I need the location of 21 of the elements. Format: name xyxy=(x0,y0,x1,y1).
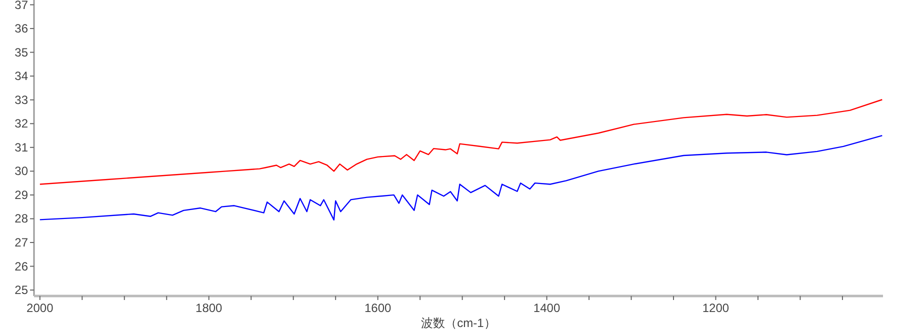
line-series xyxy=(39,99,883,185)
x-tick-label: 1200 xyxy=(702,301,730,315)
x-axis-title: 波数（cm-1） xyxy=(421,316,496,330)
y-tick-label: 30 xyxy=(14,164,28,178)
y-tick-label: 34 xyxy=(14,69,28,84)
y-tick-label: 26 xyxy=(14,259,28,274)
y-tick-label: 27 xyxy=(14,236,28,250)
x-tick-label: 2000 xyxy=(26,301,54,315)
y-tick-label: 36 xyxy=(14,22,28,36)
y-tick-label: 37 xyxy=(14,0,28,12)
y-tick-label: 29 xyxy=(14,188,28,202)
x-tick-label: 1600 xyxy=(364,301,392,315)
y-tick-label: 31 xyxy=(14,140,28,154)
x-tick-label: 1400 xyxy=(533,301,560,315)
y-tick-label: 28 xyxy=(14,212,28,226)
line-series xyxy=(39,134,883,221)
y-tick-label: 35 xyxy=(14,45,28,60)
y-tick-label: 32 xyxy=(14,116,28,131)
y-tick-label: 33 xyxy=(14,92,28,107)
y-tick-label: 25 xyxy=(14,283,28,298)
x-tick-label: 1800 xyxy=(196,301,223,315)
